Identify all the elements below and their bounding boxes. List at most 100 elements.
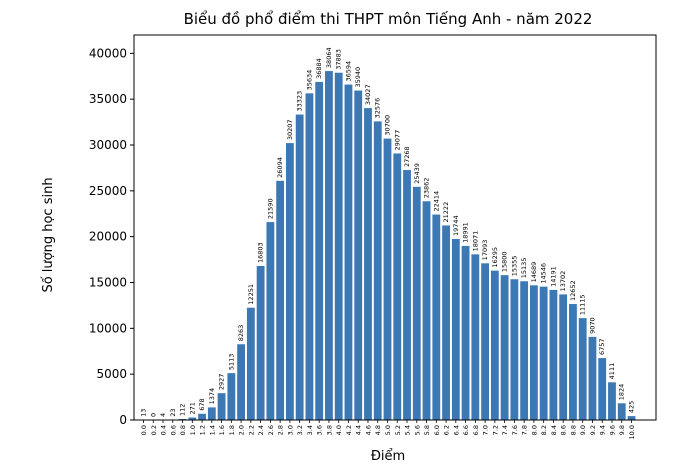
bar-value-label: 9070	[588, 317, 596, 334]
bar-value-label: 25439	[413, 163, 421, 184]
bar	[256, 265, 265, 420]
y-tick-label: 40000	[89, 46, 127, 60]
bar-value-label: 0	[149, 413, 157, 417]
x-tick-label: 8.2	[540, 425, 548, 435]
bar	[403, 170, 411, 420]
x-tick-label: 0.0	[140, 425, 148, 435]
bar	[354, 90, 363, 421]
bar	[549, 289, 558, 420]
bar	[217, 393, 226, 420]
x-tick-label: 7.8	[521, 425, 529, 435]
x-tick-label: 3.0	[286, 425, 294, 435]
bar	[295, 114, 304, 420]
bar	[598, 358, 607, 420]
bar	[442, 225, 450, 420]
x-tick-label: 3.2	[296, 425, 304, 435]
bar	[246, 307, 255, 420]
bar-value-label: 14546	[540, 263, 548, 284]
x-tick-label: 5.4	[404, 425, 412, 435]
x-tick-label: 6.6	[462, 425, 470, 435]
x-tick-label: 7.0	[482, 425, 490, 435]
x-tick-label: 6.0	[433, 425, 441, 435]
chart-title: Biểu đồ phổ điểm thi THPT môn Tiếng Anh …	[184, 10, 593, 28]
x-tick-label: 2.8	[277, 425, 285, 435]
x-tick-label: 6.8	[472, 425, 480, 435]
bar-value-label: 112	[179, 404, 187, 416]
bar	[315, 81, 324, 420]
bar-value-label: 18991	[462, 222, 470, 243]
bar-value-label: 425	[628, 401, 636, 413]
x-tick-label: 4.0	[335, 425, 343, 435]
x-tick-label: 5.8	[423, 425, 431, 435]
bar-value-label: 22414	[432, 191, 440, 212]
bar-value-label: 37883	[335, 49, 343, 70]
x-tick-label: 9.2	[589, 425, 597, 435]
bar	[578, 318, 587, 420]
bar	[520, 281, 529, 420]
bar-value-label: 32576	[374, 98, 382, 119]
bar-value-label: 12251	[247, 284, 255, 305]
bar-value-label: 19744	[452, 215, 460, 236]
bar	[559, 294, 568, 420]
x-tick-label: 5.0	[384, 425, 392, 435]
bar	[364, 108, 372, 421]
bar-value-label: 33323	[296, 91, 304, 112]
x-tick-label: 4.6	[364, 425, 372, 435]
x-tick-label: 1.4	[208, 425, 216, 435]
bar	[237, 344, 246, 420]
bar-value-label: 23	[169, 409, 177, 417]
bar	[276, 180, 285, 420]
x-tick-label: 3.6	[316, 425, 324, 435]
bar	[207, 407, 216, 420]
bar-value-label: 36884	[315, 58, 323, 79]
bar-value-label: 16295	[491, 247, 499, 268]
bar	[325, 71, 333, 420]
x-tick-label: 2.0	[238, 425, 246, 435]
bar	[227, 373, 236, 420]
bar-value-label: 13	[140, 409, 148, 417]
bar-value-label: 11115	[579, 294, 587, 315]
bar	[198, 413, 206, 420]
bar	[285, 143, 294, 421]
x-tick-label: 2.6	[267, 425, 275, 435]
bar-value-label: 23862	[423, 178, 431, 199]
bar-value-label: 1824	[618, 384, 626, 401]
x-tick-label: 7.6	[511, 425, 519, 435]
bar-value-label: 678	[198, 398, 206, 410]
bar-value-label: 38064	[325, 47, 333, 68]
bar-value-label: 5113	[227, 354, 235, 371]
bar	[373, 121, 382, 421]
x-tick-label: 1.6	[218, 425, 226, 435]
bar-value-label: 14689	[530, 262, 538, 283]
bar-value-label: 14191	[549, 266, 557, 287]
x-tick-label: 7.4	[501, 425, 509, 435]
bar-value-label: 29077	[393, 130, 401, 151]
bar	[344, 84, 353, 421]
x-tick-label: 9.8	[618, 425, 626, 435]
y-tick-label: 35000	[89, 92, 127, 106]
x-tick-label: 6.2	[443, 425, 451, 435]
x-tick-label: 9.0	[579, 425, 587, 435]
x-tick-label: 10.0	[628, 425, 636, 439]
x-tick-label: 4.4	[355, 425, 363, 435]
bar-value-label: 1374	[208, 388, 216, 405]
bar-value-label: 27268	[403, 146, 411, 167]
x-tick-label: 3.4	[306, 425, 314, 435]
x-tick-label: 9.6	[608, 425, 616, 435]
bar	[490, 270, 499, 420]
bar-value-label: 2927	[218, 374, 226, 391]
bar	[481, 263, 490, 420]
bar	[432, 214, 441, 420]
bar-value-label: 35634	[305, 70, 313, 91]
bars-group	[139, 71, 636, 421]
y-tick-label: 25000	[89, 184, 127, 198]
x-tick-label: 0.2	[150, 425, 158, 435]
x-tick-label: 0.6	[169, 425, 177, 435]
bar	[617, 403, 626, 420]
bar	[627, 416, 636, 420]
plot-frame	[133, 34, 657, 421]
bar	[539, 286, 548, 420]
bar-value-label: 35940	[354, 67, 362, 88]
bar-value-label: 15355	[510, 256, 518, 277]
